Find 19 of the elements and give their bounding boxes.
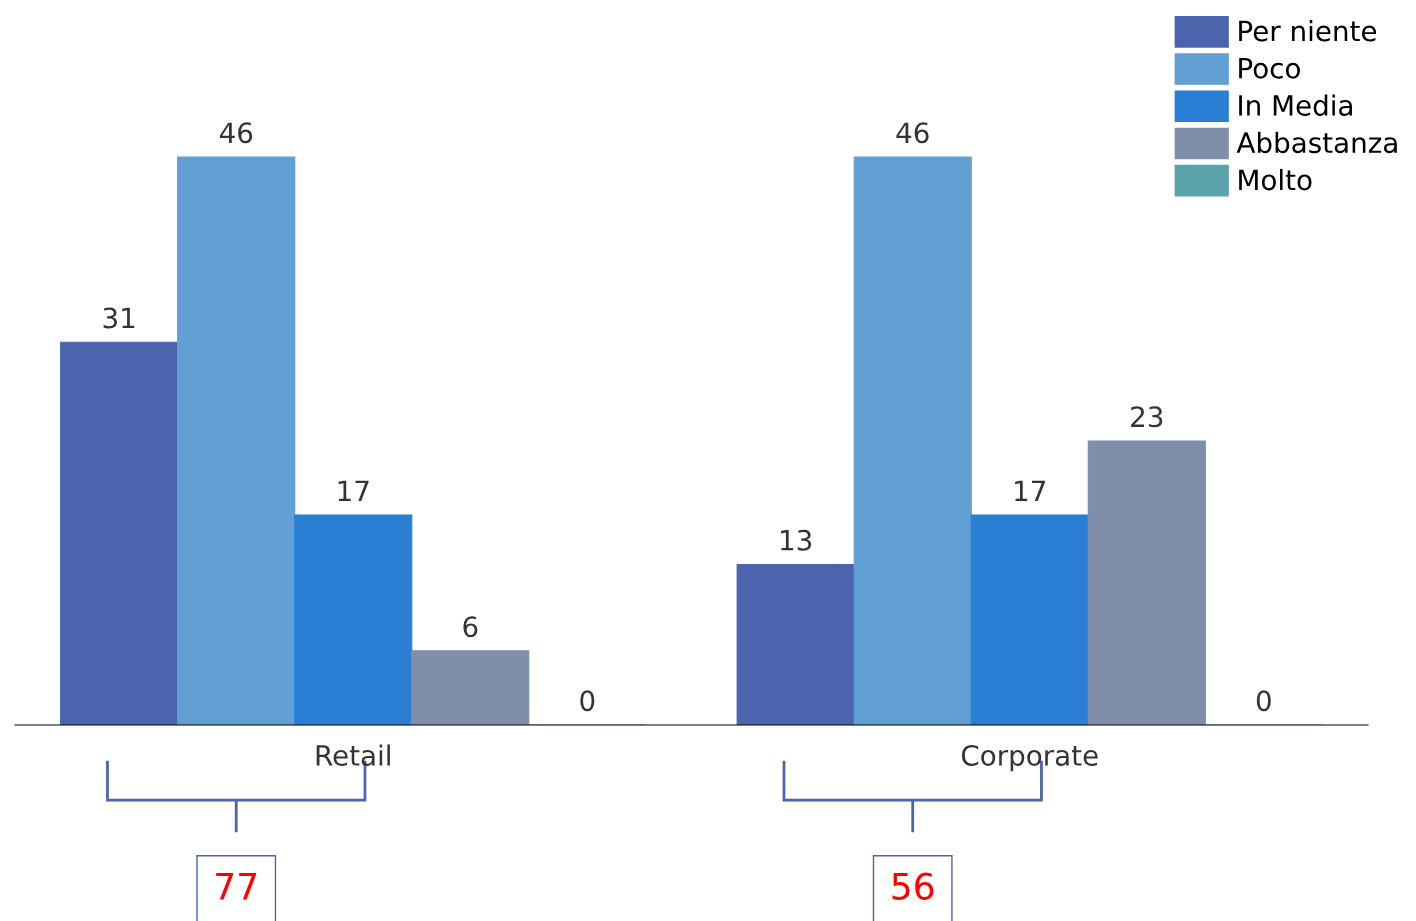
text: 77 (216, 873, 257, 900)
data-label: 17 (338, 480, 369, 501)
legend-label: Abbastanza (1236, 131, 1397, 154)
data-label: 46 (896, 122, 929, 144)
x-tick-label: Retail (316, 744, 390, 766)
data-label: 0 (1256, 690, 1271, 712)
data-label: 31 (103, 307, 135, 329)
text: 56 (892, 872, 934, 900)
data-label: 6 (463, 616, 478, 638)
data-label: 46 (219, 122, 253, 144)
legend-label: Molto (1239, 168, 1312, 191)
legend-label: Per niente (1239, 20, 1377, 42)
legend-label: In Media (1239, 94, 1352, 116)
x-tick-label: Corporate (961, 744, 1098, 772)
legend-label: Poco (1239, 58, 1300, 79)
data-label: 13 (781, 529, 812, 551)
data-label: 23 (1131, 406, 1163, 428)
data-label: 0 (580, 690, 595, 712)
data-label: 17 (1015, 480, 1046, 501)
